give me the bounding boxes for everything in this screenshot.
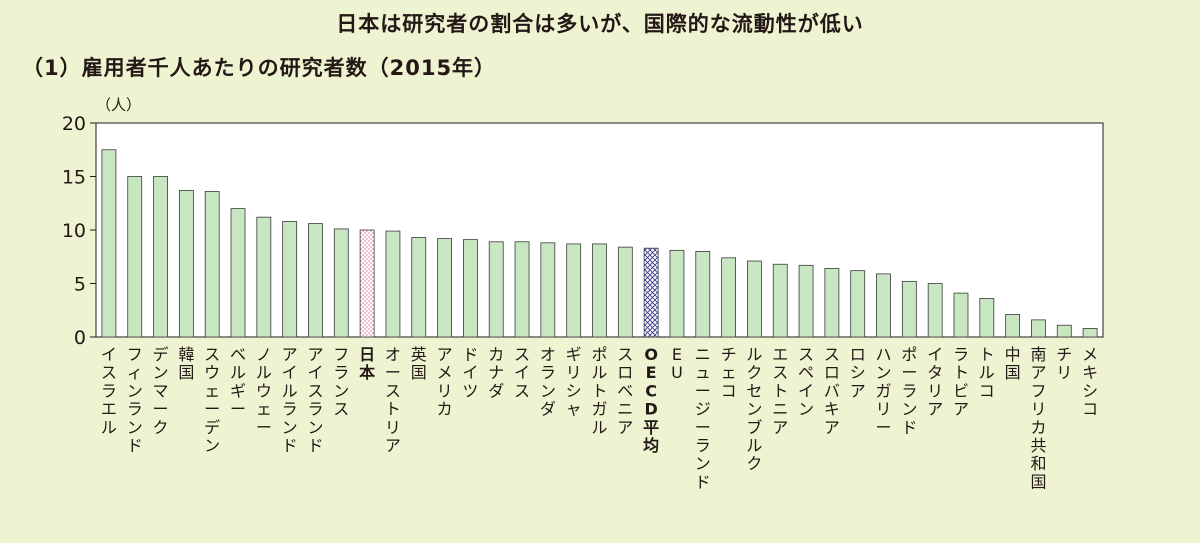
y-axis-unit-label: （人） — [96, 96, 141, 114]
x-tick-label: スウェーデン — [204, 345, 220, 455]
bar — [979, 298, 995, 338]
x-tick-label: オランダ — [540, 345, 556, 419]
x-tick-label: ルクセンブルク — [746, 345, 762, 473]
x-tick-label: 日本 — [359, 345, 375, 382]
bar — [256, 216, 272, 338]
bar — [282, 221, 298, 338]
x-tick-label: デンマーク — [153, 345, 169, 437]
y-tick-label: 15 — [62, 167, 86, 189]
bar — [721, 257, 736, 338]
bar — [798, 264, 814, 338]
x-tick-label: ニュージーランド — [695, 345, 711, 491]
x-tick-label: 中国 — [1005, 345, 1021, 382]
bar — [514, 241, 530, 338]
bar — [566, 243, 582, 338]
x-tick-label: ハンガリー — [876, 345, 892, 437]
x-tick-label: 南アフリカ共和国 — [1030, 345, 1046, 491]
x-tick-label: ラトビア — [953, 345, 969, 419]
x-tick-label: アイルランド — [282, 345, 298, 455]
bar — [153, 176, 168, 338]
bar — [101, 149, 117, 338]
bar — [540, 242, 556, 338]
bar — [308, 223, 323, 338]
chart-subtitle: （1）雇用者千人あたりの研究者数（2015年） — [22, 56, 497, 80]
y-tick-label: 20 — [62, 113, 86, 135]
bar — [178, 190, 194, 338]
bar — [669, 249, 685, 338]
bar — [230, 208, 246, 338]
x-axis-labels: イスラエルフィンランドデンマーク韓国スウェーデンベルギーノルウェーアイルランドア… — [101, 345, 1098, 491]
bar — [204, 191, 220, 338]
x-tick-label: カナダ — [488, 345, 504, 400]
bar — [437, 238, 452, 338]
x-tick-label: スロベニア — [617, 345, 633, 437]
x-tick-label: スペイン — [798, 345, 814, 419]
x-tick-label: 英国 — [411, 345, 427, 382]
x-tick-label: トルコ — [979, 345, 995, 400]
y-tick-label: 10 — [62, 220, 86, 242]
x-tick-label: イタリア — [927, 345, 943, 419]
x-tick-label: チェコ — [721, 345, 737, 400]
x-tick-label: イスラエル — [101, 345, 117, 437]
bar — [1031, 319, 1046, 338]
bar — [1082, 328, 1098, 338]
bar — [927, 283, 943, 338]
bar — [462, 239, 478, 338]
bar — [1005, 314, 1021, 338]
x-tick-label: スロバキア — [824, 345, 840, 437]
bar — [850, 270, 866, 338]
x-tick-label: ポルトガル — [591, 345, 607, 437]
bar — [876, 273, 891, 338]
bar — [1056, 324, 1072, 338]
bar — [333, 228, 349, 338]
x-tick-label: ロシア — [850, 345, 866, 400]
x-tick-label: アイスランド — [307, 345, 323, 455]
x-tick-label: オーストリア — [385, 345, 401, 455]
x-tick-label: フィンランド — [127, 345, 143, 455]
x-tick-label: ドイツ — [462, 345, 478, 400]
y-tick-label: 5 — [74, 274, 86, 296]
chart-title: 日本は研究者の割合は多いが、国際的な流動性が低い — [336, 12, 864, 36]
x-tick-label: ギリシャ — [566, 345, 582, 419]
x-tick-label: フランス — [333, 345, 349, 419]
bar — [411, 237, 427, 338]
x-tick-label: エストニア — [772, 345, 788, 437]
x-tick-label: チリ — [1056, 345, 1072, 382]
bar — [592, 243, 607, 338]
x-tick-label: メキシコ — [1082, 345, 1098, 419]
x-tick-label: ノルウェー — [256, 345, 272, 437]
bars-group — [101, 149, 1098, 338]
y-axis-ticks: 0 5 10 15 20 — [62, 113, 96, 349]
bar — [385, 230, 401, 338]
bar — [772, 263, 788, 338]
x-tick-label: アメリカ — [437, 345, 453, 419]
bar — [953, 292, 969, 338]
bar — [747, 260, 762, 338]
bar — [901, 280, 917, 338]
x-tick-label: ポーランド — [901, 345, 917, 437]
x-tick-label: 韓国 — [178, 345, 194, 382]
bar — [488, 241, 504, 338]
bar — [695, 250, 711, 338]
bar — [617, 246, 633, 338]
bar — [359, 229, 375, 338]
bar — [643, 247, 659, 338]
bar — [127, 176, 143, 338]
y-tick-label: 0 — [74, 327, 86, 349]
x-tick-label: ベルギー — [230, 345, 246, 419]
x-tick-label: スイス — [514, 345, 530, 400]
x-tick-label: O E C D 平均 — [643, 345, 659, 455]
bar — [824, 268, 840, 338]
